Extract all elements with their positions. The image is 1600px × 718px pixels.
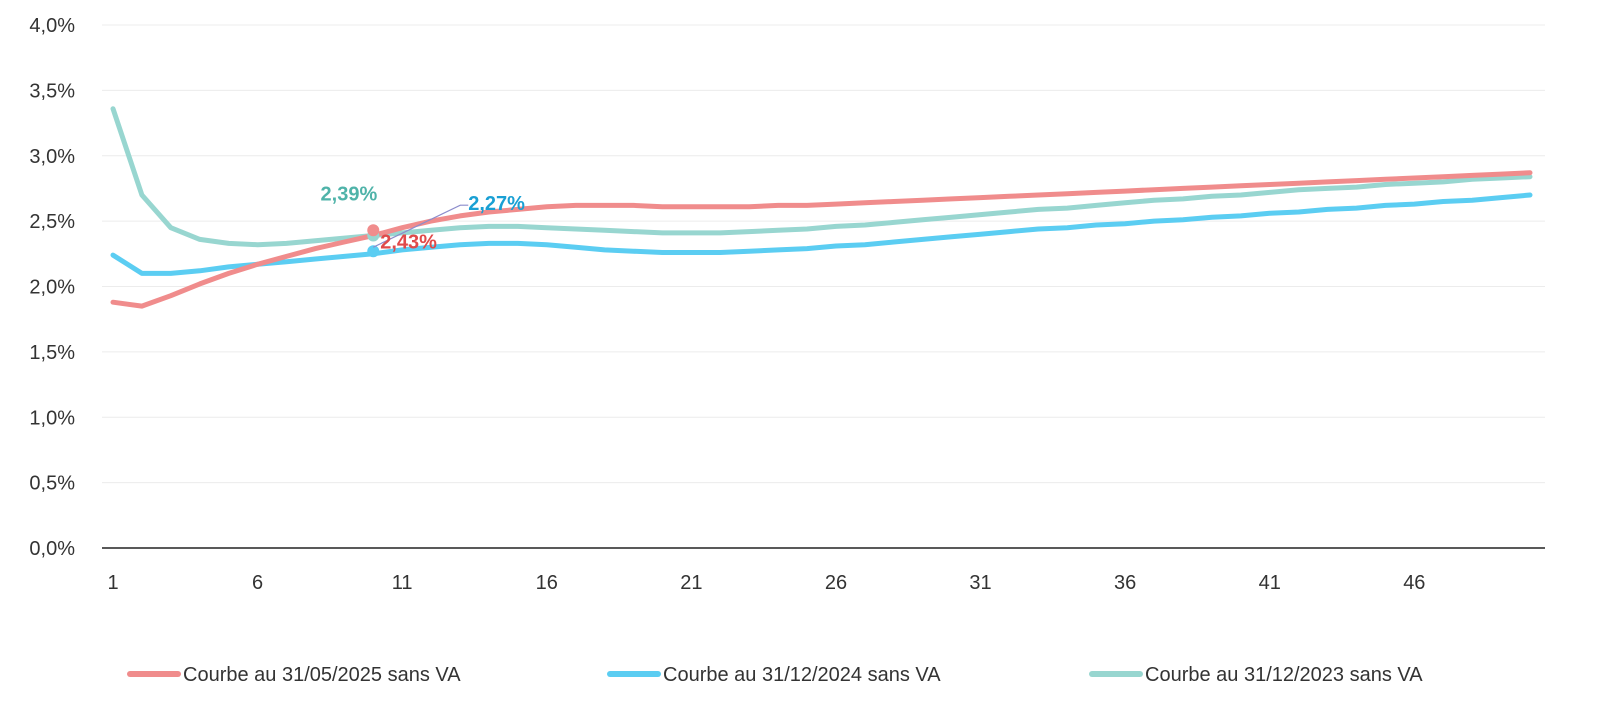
- x-tick-label: 21: [680, 572, 702, 594]
- annotation-leader-line: [373, 204, 469, 248]
- legend-label: Courbe au 31/12/2023 sans VA: [1145, 664, 1423, 686]
- legend-item: Courbe au 31/05/2025 sans VA: [127, 664, 461, 686]
- y-tick-label: 2,0%: [29, 277, 75, 299]
- x-tick-label: 46: [1403, 572, 1425, 594]
- x-tick-label: 6: [252, 572, 263, 594]
- y-tick-label: 1,0%: [29, 407, 75, 429]
- y-tick-label: 3,5%: [29, 80, 75, 102]
- x-tick-label: 36: [1114, 572, 1136, 594]
- x-tick-label: 41: [1259, 572, 1281, 594]
- annotation-layer: 2,39% 2,27% 2,43%: [321, 184, 525, 258]
- y-tick-label: 3,0%: [29, 146, 75, 168]
- legend: Courbe au 31/05/2025 sans VA Courbe au 31…: [127, 664, 1423, 686]
- y-tick-label: 0,5%: [29, 473, 75, 495]
- y-axis-ticks: 0,0% 0,5% 1,0% 1,5% 2,0% 2,5% 3,0% 3,5% 4,0%: [29, 15, 75, 560]
- legend-item: Courbe au 31/12/2024 sans VA: [607, 664, 941, 686]
- x-tick-label: 26: [825, 572, 847, 594]
- legend-label: Courbe au 31/12/2024 sans VA: [663, 664, 941, 686]
- y-tick-label: 1,5%: [29, 342, 75, 364]
- y-tick-label: 2,5%: [29, 211, 75, 233]
- x-tick-label: 11: [392, 572, 413, 594]
- x-tick-label: 16: [536, 572, 558, 594]
- series-line-2: [110, 192, 1533, 276]
- data-label: 2,27%: [468, 193, 525, 215]
- data-label: 2,43%: [380, 231, 437, 253]
- y-tick-label: 0,0%: [29, 538, 75, 560]
- x-axis-ticks: 1 6 11 16 21 26 31 36 41 46: [107, 572, 1425, 594]
- x-tick-label: 1: [107, 572, 118, 594]
- series-line-1: [110, 170, 1533, 309]
- legend-label: Courbe au 31/05/2025 sans VA: [183, 664, 461, 686]
- y-tick-label: 4,0%: [29, 15, 75, 37]
- data-label: 2,39%: [321, 184, 378, 206]
- x-tick-label: 31: [969, 572, 991, 594]
- grid-layer: [102, 24, 1545, 484]
- legend-item: Courbe au 31/12/2023 sans VA: [1089, 664, 1423, 686]
- data-point-marker: [367, 245, 380, 258]
- series-line-3: [110, 106, 1533, 248]
- series-layer: [110, 106, 1533, 309]
- data-point-marker: [367, 224, 380, 237]
